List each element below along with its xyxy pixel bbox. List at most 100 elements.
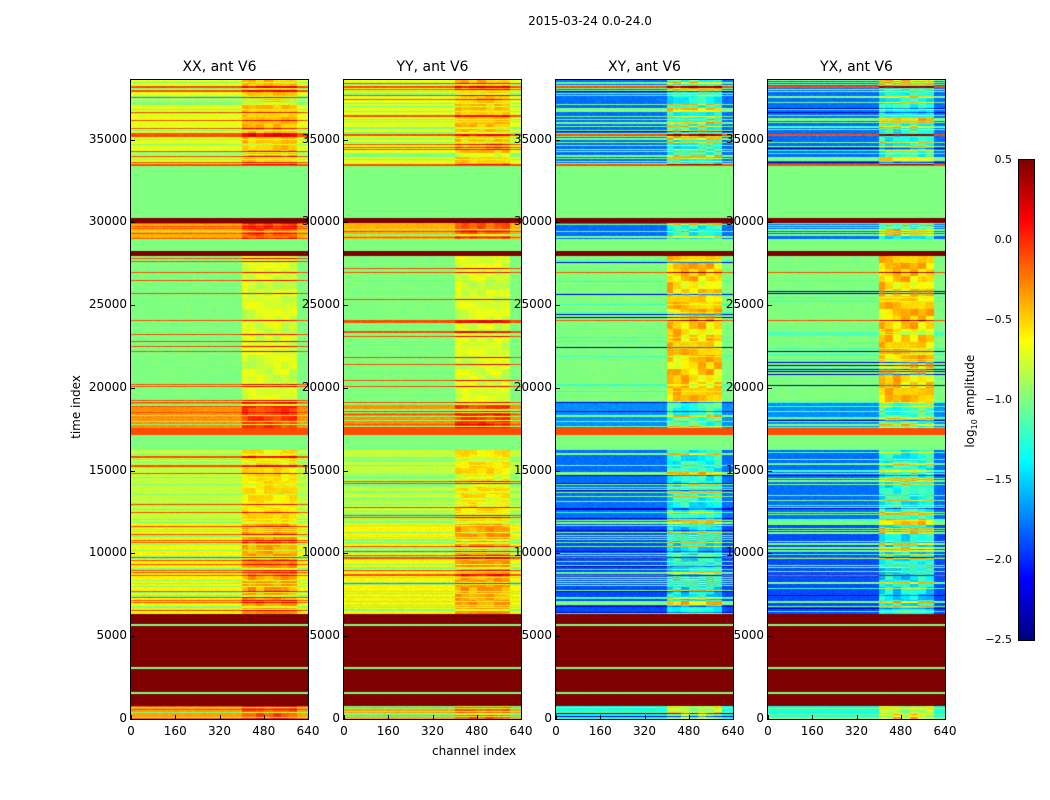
x-tick-label: 640 — [933, 724, 957, 738]
y-tick — [768, 636, 772, 638]
y-axis-label: time index — [69, 375, 83, 439]
y-tick-label: 5000 — [733, 628, 764, 643]
y-tick-label: 15000 — [88, 462, 127, 477]
y-tick-label: 15000 — [513, 462, 552, 477]
x-tick — [219, 715, 221, 719]
x-tick-label: 0 — [340, 724, 348, 738]
y-tick — [768, 305, 772, 307]
y-tick-label: 35000 — [301, 131, 340, 146]
colorbar-tick-label: 0.0 — [994, 233, 1013, 246]
y-tick-label: 30000 — [513, 214, 552, 229]
x-tick — [263, 715, 265, 719]
y-tick — [556, 553, 560, 555]
y-tick-label: 10000 — [513, 545, 552, 560]
x-tick — [900, 715, 902, 719]
y-tick-label: 5000 — [96, 628, 127, 643]
y-tick — [556, 636, 560, 638]
y-tick — [344, 470, 348, 472]
y-tick — [131, 139, 135, 141]
y-tick — [344, 553, 348, 555]
x-tick — [131, 715, 132, 719]
x-tick — [768, 715, 769, 719]
x-tick — [600, 715, 602, 719]
y-tick-label: 30000 — [88, 214, 127, 229]
panel-title: XY, ant V6 — [608, 59, 681, 75]
panel-frame — [343, 79, 522, 720]
y-tick-label: 20000 — [301, 379, 340, 394]
y-tick-label: 0 — [756, 711, 764, 725]
y-tick — [768, 387, 772, 389]
y-tick-label: 5000 — [309, 628, 340, 643]
heatmap-yx — [768, 80, 945, 719]
y-tick — [344, 305, 348, 307]
x-tick — [476, 715, 478, 719]
colorbar-tick-label: −0.5 — [985, 313, 1012, 326]
x-tick — [556, 715, 557, 719]
y-tick-label: 25000 — [88, 297, 127, 312]
colorbar-tick-label: −1.0 — [985, 393, 1012, 406]
x-tick — [856, 715, 858, 719]
x-tick — [308, 715, 309, 719]
heatmap-xx — [131, 80, 308, 719]
x-tick — [344, 715, 345, 719]
y-tick-label: 35000 — [88, 131, 127, 146]
x-tick — [521, 715, 522, 719]
y-tick-label: 35000 — [513, 131, 552, 146]
x-tick-label: 480 — [252, 724, 276, 738]
y-tick — [556, 470, 560, 472]
y-tick-label: 20000 — [725, 379, 764, 394]
y-tick-label: 35000 — [725, 131, 764, 146]
y-tick — [556, 387, 560, 389]
y-tick-label: 10000 — [301, 545, 340, 560]
y-tick — [768, 553, 772, 555]
colorbar-frame — [1018, 159, 1035, 641]
y-tick-label: 25000 — [513, 297, 552, 312]
y-tick-label: 25000 — [301, 297, 340, 312]
y-tick — [768, 719, 772, 720]
x-tick — [945, 715, 946, 719]
x-tick — [388, 715, 390, 719]
x-tick-label: 480 — [465, 724, 489, 738]
x-tick — [175, 715, 177, 719]
y-tick — [344, 387, 348, 389]
y-tick-label: 15000 — [301, 462, 340, 477]
x-tick-label: 640 — [509, 724, 533, 738]
y-tick — [344, 636, 348, 638]
x-axis-label: channel index — [432, 744, 517, 758]
x-tick-label: 640 — [721, 724, 745, 738]
panel-frame — [130, 79, 309, 720]
y-tick — [131, 305, 135, 307]
heatmap-yy — [344, 80, 521, 719]
y-tick — [344, 719, 348, 720]
y-tick-label: 30000 — [301, 214, 340, 229]
heatmap-xy — [556, 80, 733, 719]
x-tick — [432, 715, 434, 719]
colorbar-tick-label: 0.5 — [994, 153, 1013, 166]
panel-frame — [555, 79, 734, 720]
colorbar-tick-label: −2.0 — [985, 553, 1012, 566]
x-tick — [733, 715, 734, 719]
panel-frame — [767, 79, 946, 720]
y-tick — [556, 139, 560, 141]
x-tick-label: 320 — [633, 724, 656, 738]
x-tick-label: 160 — [800, 724, 824, 738]
x-tick-label: 160 — [376, 724, 400, 738]
y-tick — [768, 470, 772, 472]
y-tick — [556, 222, 560, 224]
panel-title: YY, ant V6 — [396, 59, 469, 75]
y-tick-label: 20000 — [513, 379, 552, 394]
y-tick-label: 0 — [119, 711, 127, 725]
x-tick-label: 320 — [845, 724, 868, 738]
x-tick-label: 480 — [677, 724, 701, 738]
y-tick — [556, 305, 560, 307]
y-tick — [131, 719, 135, 720]
y-tick-label: 20000 — [88, 379, 127, 394]
y-tick-label: 15000 — [725, 462, 764, 477]
x-tick — [644, 715, 646, 719]
panel-title: YX, ant V6 — [820, 59, 893, 75]
y-tick-label: 30000 — [725, 214, 764, 229]
x-tick-label: 480 — [889, 724, 913, 738]
figure-title: 2015-03-24 0.0-24.0 — [528, 14, 652, 28]
panel-title: XX, ant V6 — [182, 59, 257, 75]
